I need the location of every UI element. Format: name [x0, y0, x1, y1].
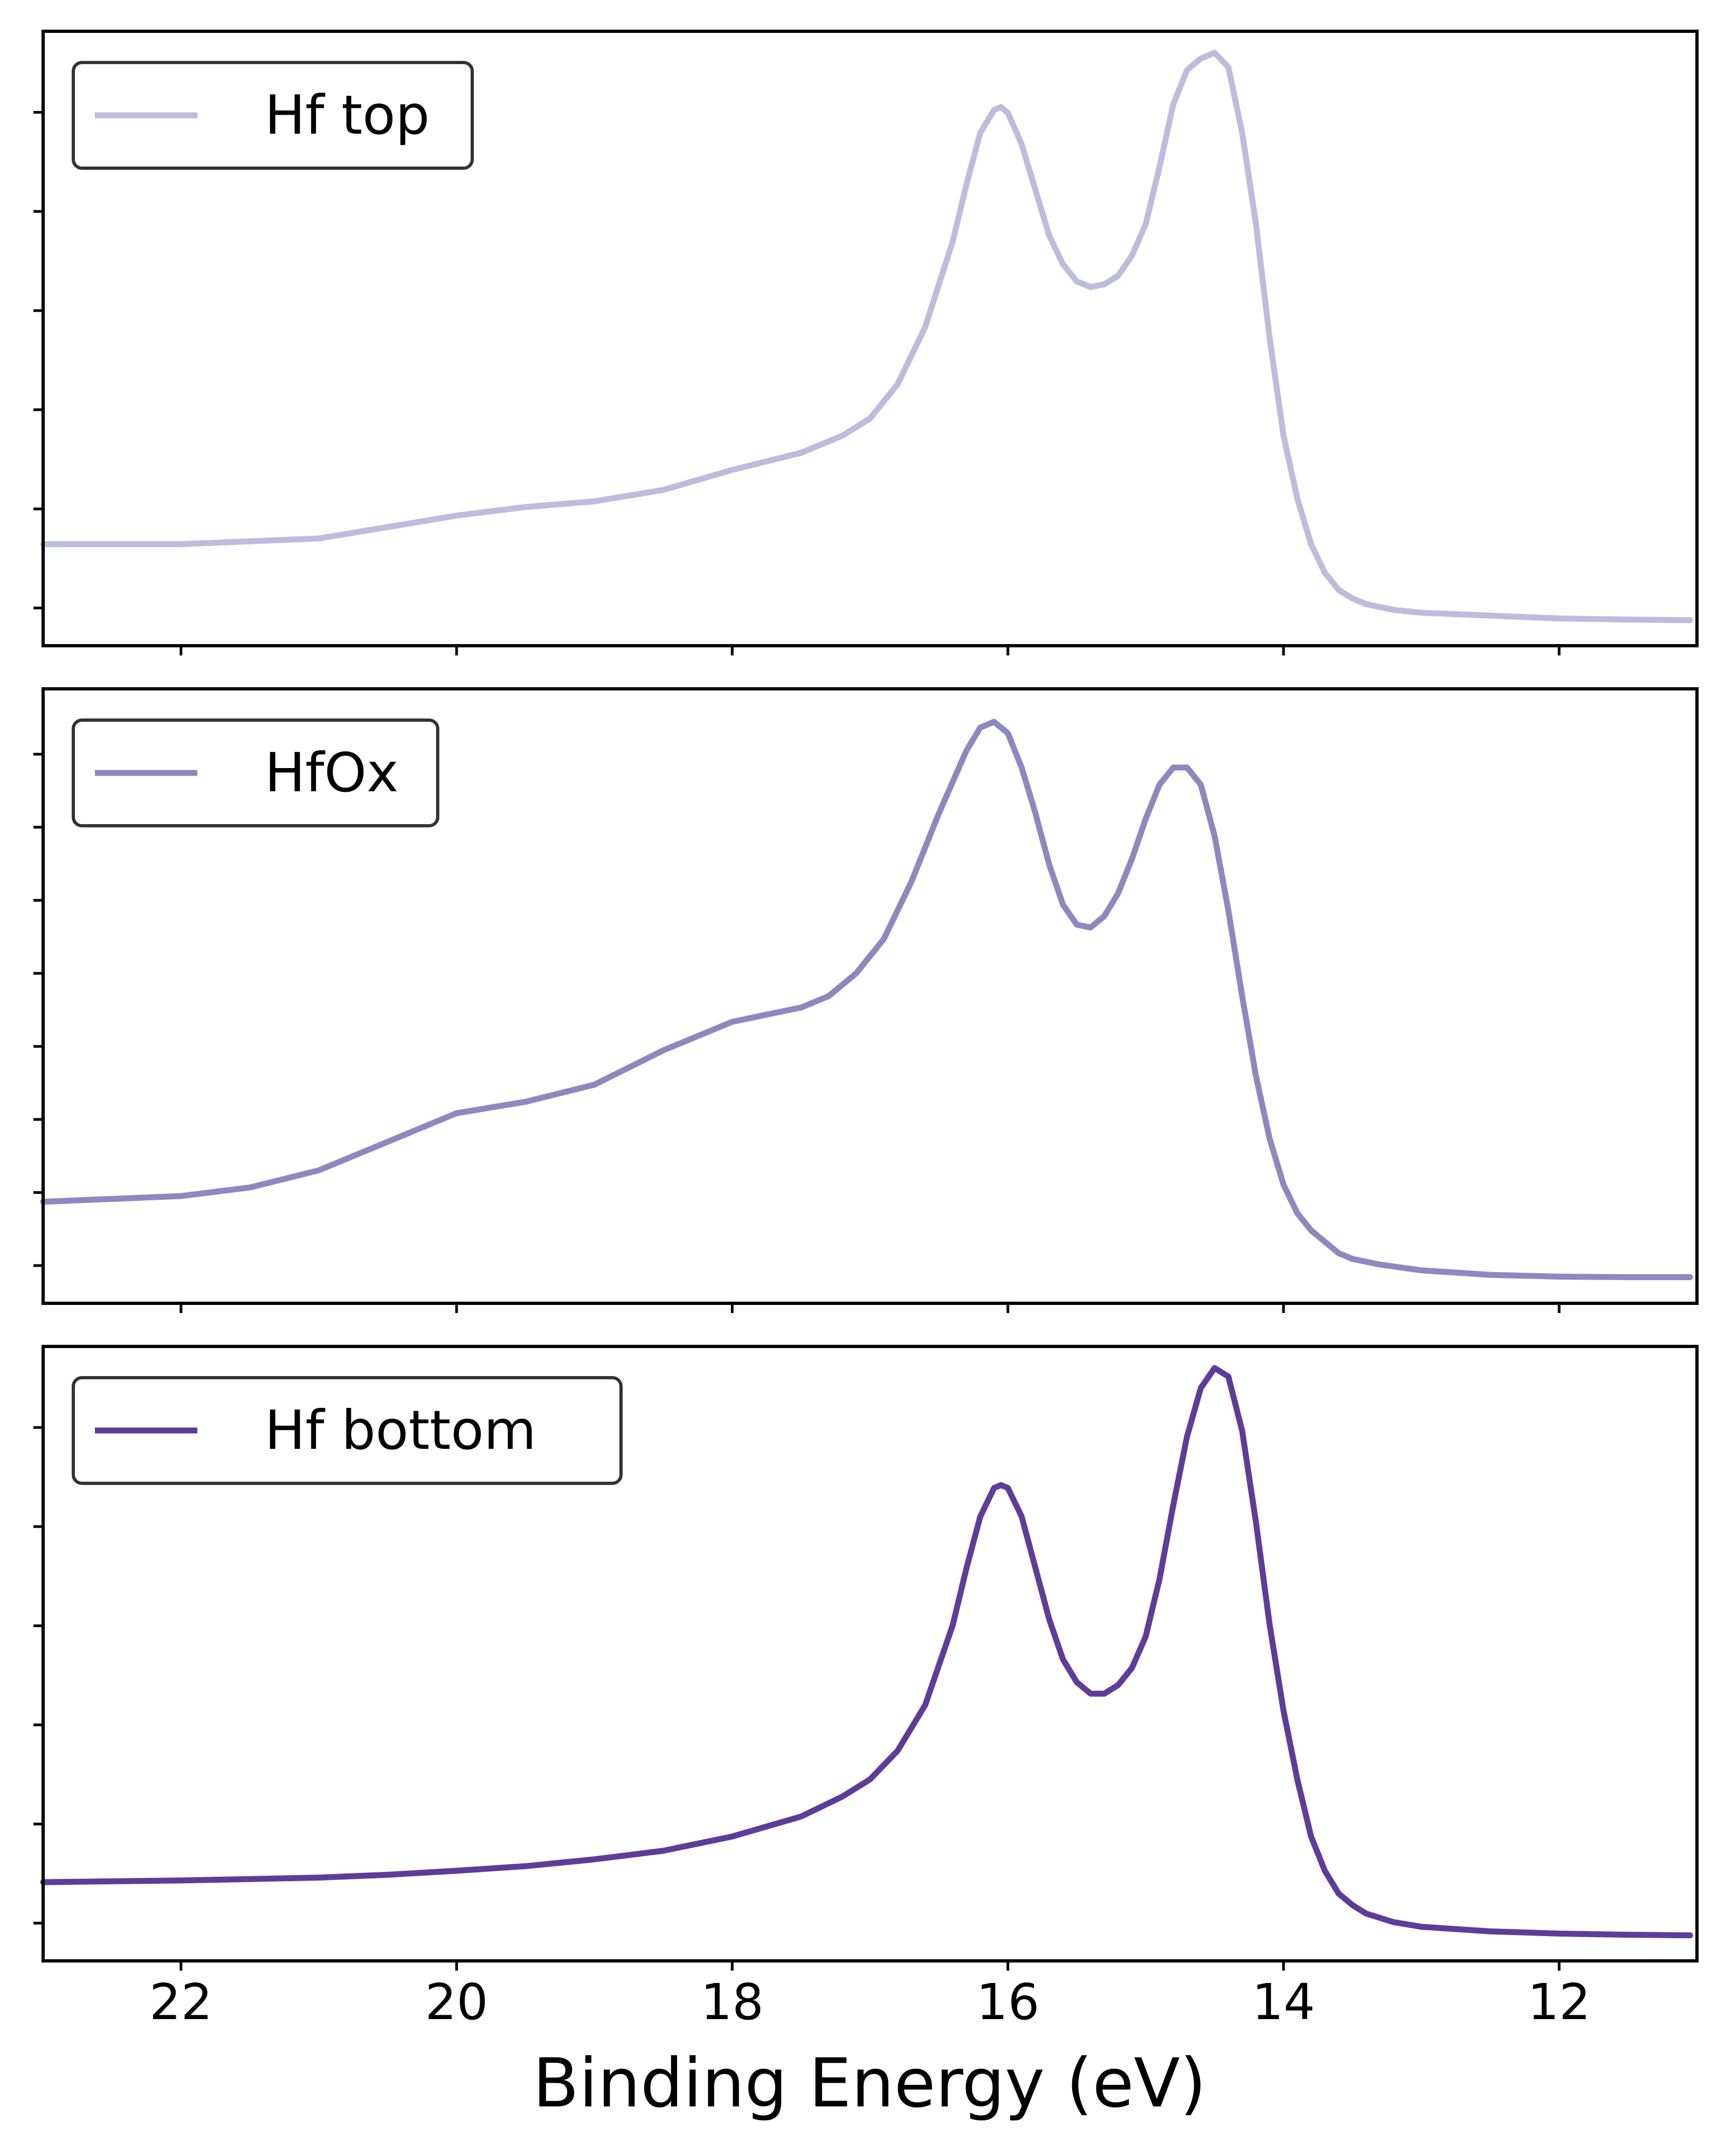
- legend-label-2: HfOx: [265, 741, 398, 804]
- panel-frame-1: [42, 30, 1699, 647]
- chart-panels: Hf top HfOx 22 20 18 16 14 12 Hf bottom: [33, 30, 1699, 2031]
- x-tick-label-6: 12: [1528, 1973, 1591, 2031]
- legend-box-3: [72, 1376, 623, 1485]
- legend-box-2: [72, 718, 439, 827]
- panel-3: 22 20 18 16 14 12 Hf bottom: [33, 1345, 1699, 2031]
- series-line-1-1: [40, 50, 1693, 624]
- panel-frame-3: [42, 1345, 1699, 1962]
- x-tick-label-2: 20: [425, 1973, 488, 2031]
- legend-box-1: [72, 61, 474, 170]
- series-line-2-1: [40, 718, 1693, 1280]
- x-tick-label-1: 22: [149, 1973, 212, 2031]
- x-tick-label-3: 18: [701, 1973, 764, 2031]
- x-tick-label-4: 16: [976, 1973, 1039, 2031]
- legend-label-3: Hf bottom: [265, 1399, 536, 1462]
- legend-label-1: Hf top: [265, 84, 430, 147]
- series-line-3-1: [40, 1365, 1693, 1939]
- x-axis-label: Binding Energy (eV): [533, 2044, 1206, 2123]
- x-tick-label-5: 14: [1252, 1973, 1315, 2031]
- panel-frame-2: [42, 687, 1699, 1305]
- panel-2: HfOx: [33, 687, 1699, 1313]
- panel-1: Hf top: [33, 30, 1699, 655]
